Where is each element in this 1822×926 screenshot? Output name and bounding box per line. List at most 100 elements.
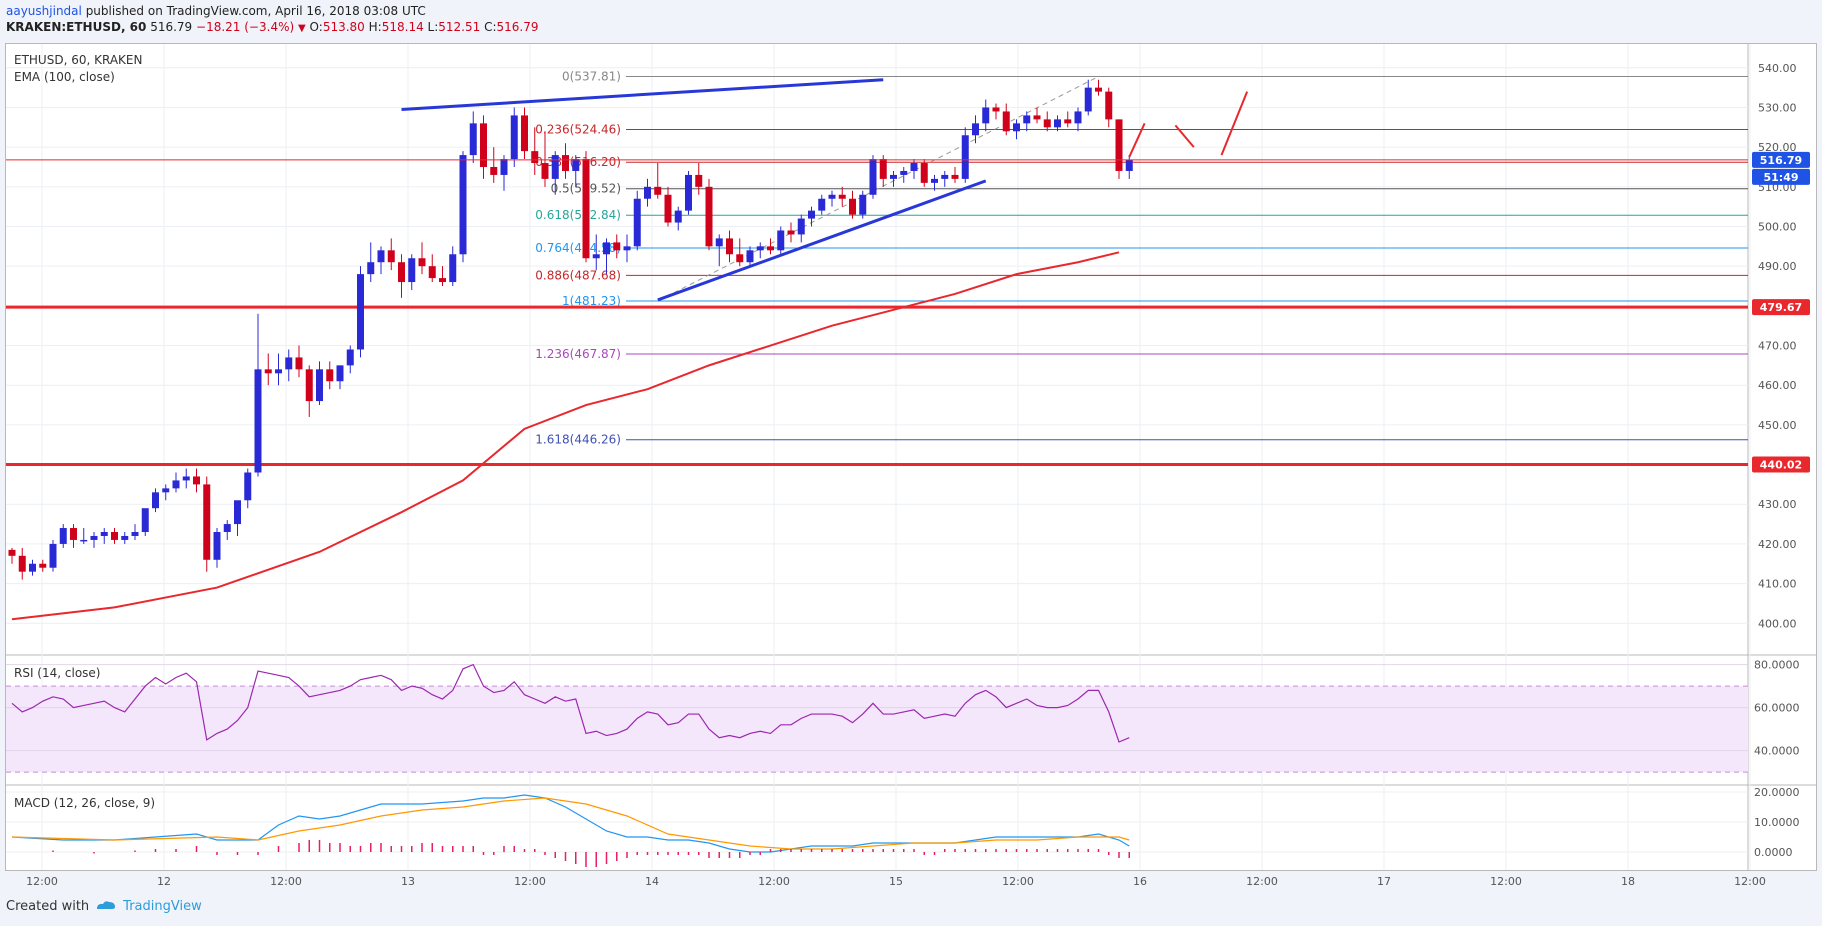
candle-body [121,535,129,540]
x-tick-label: 15 [889,875,903,888]
candle-body [705,186,713,247]
x-tick-label: 16 [1133,875,1147,888]
candle-body [100,532,108,536]
candle-body [90,535,98,540]
last-price: 516.79 [150,20,193,34]
publish-header: aayushjindal published on TradingView.co… [6,4,426,18]
candle-body [685,174,692,211]
macd-tick-label: 0.0000 [1754,846,1793,859]
candle-body [1023,115,1031,124]
x-tick-label: 12:00 [1734,875,1766,888]
low-value: 512.51 [438,20,481,34]
candle-body [910,163,918,171]
open-value: 513.80 [322,20,365,34]
candle-body [767,246,774,251]
x-tick-label: 12:00 [270,875,302,888]
high-label: H: [368,20,382,34]
candle-body [111,532,118,540]
y-tick-label: 410.00 [1758,578,1797,591]
candle-body [377,250,385,263]
y-tick-label: 450.00 [1758,419,1797,432]
rsi-legend: RSI (14, close) [14,666,100,680]
macd-tick-label: 20.0000 [1754,786,1800,799]
candle-body [469,123,477,156]
candle-body [941,174,949,179]
candle-body [439,278,446,283]
candle-body [797,218,805,235]
fib-level-label: 0.236(524.46) [535,122,621,136]
candle-body [213,532,221,560]
candle-body [951,174,959,179]
ema-100-line [11,251,1120,621]
x-tick-label: 12:00 [514,875,546,888]
x-tick-label: 12:00 [758,875,790,888]
candle-body [1064,119,1072,124]
trendline [657,179,987,302]
candle-body [715,238,723,247]
candle-body [931,178,938,183]
candle-body [275,369,282,374]
candle-body [172,480,180,489]
publish-info: published on TradingView.com, April 16, … [85,4,426,18]
candle-body [1002,111,1010,132]
y-tick-label: 490.00 [1758,260,1797,273]
candle-body [367,262,375,275]
candle-body [859,194,867,215]
rsi-tick-label: 40.0000 [1754,745,1800,758]
countdown-label: 51:49 [1763,171,1798,184]
candle-body [531,151,539,164]
last-price-label: 516.79 [1760,154,1802,167]
candle-body [1054,119,1061,128]
countdown-tag [1752,168,1810,185]
candle-body [890,174,897,179]
low-label: L: [427,20,439,34]
candle-body [1105,91,1113,120]
candle-body [285,357,293,370]
candle-body [428,266,436,279]
rsi-line [11,663,1130,743]
candle-body [510,115,518,160]
tradingview-logo-icon [97,901,116,909]
candle-body [152,492,159,509]
candle-body [695,174,703,187]
candle-body [562,155,569,171]
projection-stroke [1174,124,1195,148]
x-tick-label: 14 [645,875,659,888]
candle-body [664,194,672,223]
projection-stroke [1220,91,1249,156]
candle-body [869,159,877,195]
candle-body [1074,111,1082,124]
fib-level-label: 0(537.81) [562,69,621,83]
tradingview-link[interactable]: TradingView [123,899,202,914]
fib-level-label: 1.236(467.87) [535,347,621,361]
candle-body [254,369,262,473]
close-label: C: [484,20,497,34]
projection-stroke [1128,122,1146,158]
candle-body [900,170,908,175]
candle-body [223,524,231,533]
rsi-tick-label: 60.0000 [1754,702,1800,715]
candle-body [326,369,334,382]
candle-body [828,194,836,199]
candle-body [1095,87,1102,92]
candle-body [500,159,508,175]
candle-body [162,488,170,493]
candle-body [346,349,354,366]
x-tick-label: 12:00 [26,875,58,888]
x-tick-label: 17 [1377,875,1391,888]
author-link[interactable]: aayushjindal [6,4,82,18]
close-value: 516.79 [496,20,539,34]
candle-body [961,135,969,179]
candle-body [39,563,47,568]
candle-body [982,107,990,124]
candle-body [1033,115,1041,120]
candle-body [808,210,815,219]
candle-body [490,166,498,175]
candle-body [674,210,682,223]
x-tick-label: 12:00 [1246,875,1278,888]
candle-body [633,198,641,247]
ema-legend: EMA (100, close) [14,70,115,84]
candle-body [992,107,1000,112]
x-tick-label: 12 [157,875,171,888]
